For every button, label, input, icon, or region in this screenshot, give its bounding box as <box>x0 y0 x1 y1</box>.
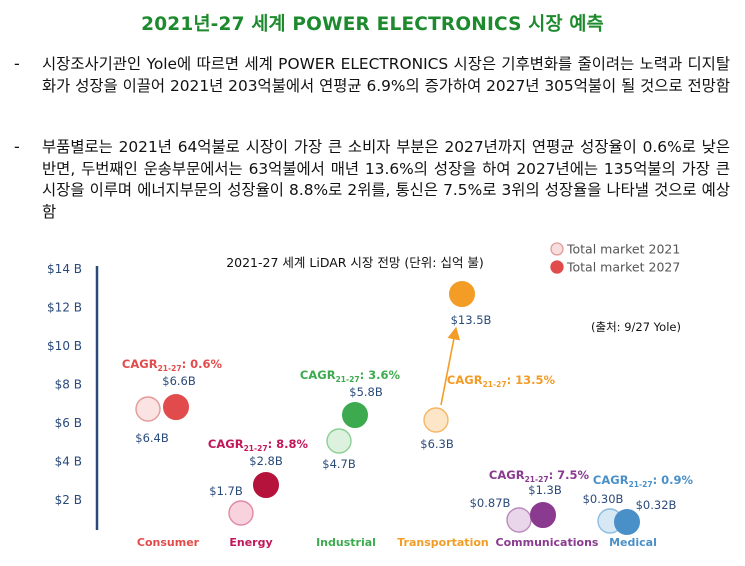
y-tick-label: $6 B <box>55 416 82 430</box>
value-label-2021: $4.7B <box>322 457 356 471</box>
cagr-label: CAGR21-27: 8.8% <box>208 437 309 453</box>
value-label-2021: $0.30B <box>583 492 624 506</box>
bubble-2021-communications <box>506 507 532 533</box>
cagr-label: CAGR21-27: 0.6% <box>122 357 223 373</box>
chart-source: (출처: 9/27 Yole) <box>591 320 681 334</box>
chart-legend: Total market 2021 Total market 2027 <box>550 242 680 275</box>
chart-title: 2021-27 세계 LiDAR 시장 전망 (단위: 십억 불) <box>226 255 484 270</box>
bullet-item-2: - 부품별로는 2021년 64억불로 시장이 가장 큰 소비자 부분은 202… <box>14 137 730 232</box>
value-label-2027: $0.32B <box>636 498 677 512</box>
category-label: Transportation <box>397 536 488 549</box>
legend-label: Total market 2027 <box>566 260 680 275</box>
y-tick-label: $14 B <box>47 262 82 276</box>
category-label: Industrial <box>316 536 376 549</box>
bullet-text-1: 시장조사기관인 Yole에 따르면 세계 POWER ELECTRONICS 시… <box>42 55 730 95</box>
cagr-label: CAGR21-27: 7.5% <box>489 468 590 484</box>
category-label: Consumer <box>137 536 200 549</box>
legend-label: Total market 2021 <box>566 242 680 257</box>
bubble-2021-energy <box>228 500 254 526</box>
bubble-2027-industrial <box>342 402 368 428</box>
y-tick-label: $12 B <box>47 301 82 315</box>
cagr-label: CAGR21-27: 13.5% <box>447 373 556 389</box>
bullet-dash: - <box>14 137 20 156</box>
value-label-2027: $2.8B <box>249 454 283 468</box>
bubble-2027-communications <box>530 502 556 528</box>
cagr-label: CAGR21-27: 0.9% <box>593 473 694 489</box>
y-tick-label: $8 B <box>55 378 82 392</box>
legend-marker <box>550 242 564 256</box>
value-label-2027: $1.3B <box>528 483 562 497</box>
value-label-2027: $6.6B <box>162 374 196 388</box>
legend-marker <box>550 260 564 274</box>
growth-arrow <box>440 326 461 406</box>
y-tick-label: $2 B <box>55 493 82 507</box>
category-label: Medical <box>609 536 657 549</box>
bubble-2021-industrial <box>326 428 352 454</box>
bubble-2027-consumer <box>163 394 189 420</box>
value-label-2021: $6.3B <box>420 437 454 451</box>
bubble-2027-energy <box>253 472 279 498</box>
value-label-2021: $1.7B <box>209 484 243 498</box>
bubble-2021-transportation <box>423 407 449 433</box>
bullet-item-1: - 시장조사기관인 Yole에 따르면 세계 POWER ELECTRONICS… <box>14 54 730 124</box>
page-title: 2021년-27 세계 POWER ELECTRONICS 시장 예측 <box>141 14 604 35</box>
category-label: Communications <box>496 536 599 549</box>
cagr-label: CAGR21-27: 3.6% <box>300 368 401 384</box>
category-label: Energy <box>229 536 272 549</box>
y-tick-label: $10 B <box>47 339 82 353</box>
bubble-2027-medical <box>614 509 640 535</box>
value-label-2027: $5.8B <box>349 385 383 399</box>
value-label-2021: $6.4B <box>135 431 169 445</box>
lidar-market-chart: 2021-27 세계 LiDAR 시장 전망 (단위: 십억 불) (출처: 9… <box>47 242 694 550</box>
y-axis-ticks: $2 B $4 B $6 B $8 B $10 B $12 B $14 B <box>47 262 82 507</box>
bubble-2021-consumer <box>135 396 161 422</box>
bullet-dash: - <box>14 54 20 73</box>
bubble-2027-transportation <box>449 281 475 307</box>
bullet-text-2: 부품별로는 2021년 64억불로 시장이 가장 큰 소비자 부분은 2027년… <box>42 138 730 221</box>
y-tick-label: $4 B <box>55 455 82 469</box>
value-label-2021: $0.87B <box>470 496 511 510</box>
value-label-2027: $13.5B <box>451 313 492 327</box>
